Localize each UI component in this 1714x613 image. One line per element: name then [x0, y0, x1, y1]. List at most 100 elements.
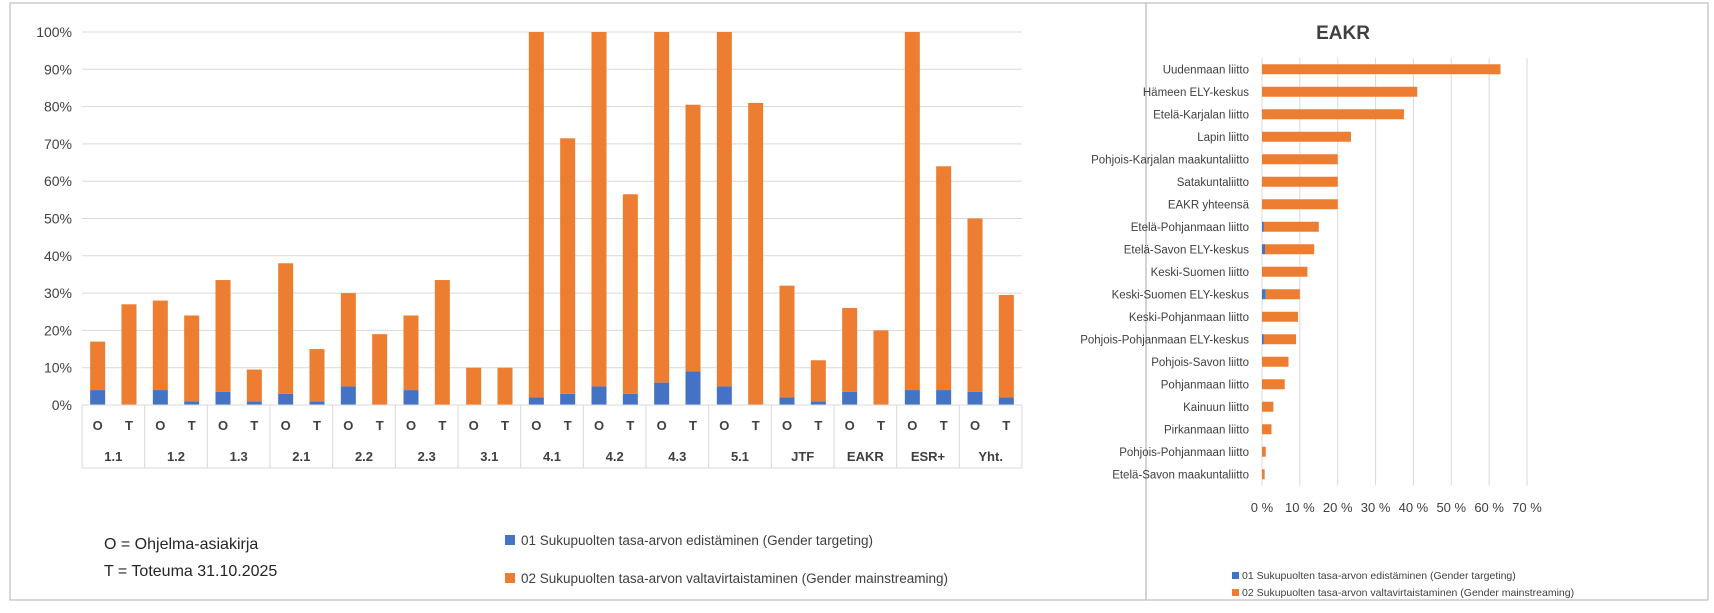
left-bar-mainstreaming — [434, 280, 450, 405]
left-bar-targeting — [904, 390, 920, 405]
right-bar-mainstreaming — [1262, 401, 1274, 412]
right-bar-mainstreaming — [1262, 356, 1289, 367]
right-bar-targeting — [1262, 221, 1264, 232]
left-bar-mainstreaming — [591, 32, 607, 387]
left-bar-mainstreaming — [90, 341, 106, 391]
left-sub-label: O — [970, 418, 980, 433]
left-bars — [90, 32, 1014, 406]
left-gridlines — [82, 31, 1022, 369]
left-bar-mainstreaming — [372, 334, 388, 405]
left-group-label: 1.1 — [104, 449, 122, 464]
left-group-label: 2.3 — [418, 449, 436, 464]
left-bar-mainstreaming — [779, 285, 795, 398]
left-x-axis: 1.1 O T 1.2 O T 1.3 O T 2.1 O T 2.2 O T 2.3 O T 3.1 O T 4.1 O T… — [81, 404, 1023, 469]
right-x-tick-label: 40 % — [1399, 500, 1429, 515]
left-bar-targeting — [998, 397, 1014, 405]
left-bar-mainstreaming — [497, 367, 513, 405]
left-bar-mainstreaming — [560, 138, 576, 394]
left-bar-mainstreaming — [278, 263, 294, 394]
left-bar-mainstreaming — [184, 315, 200, 402]
left-sub-label: T — [313, 418, 321, 433]
left-bar-targeting — [184, 401, 200, 405]
right-bar-targeting — [1262, 334, 1264, 345]
right-x-tick-label: 30 % — [1361, 500, 1391, 515]
left-bar-targeting — [403, 390, 419, 405]
right-category-label: Lapin liitto — [1197, 132, 1249, 144]
left-legend-label-targeting: 01 Sukupuolten tasa-arvon edistäminen (G… — [521, 533, 873, 548]
right-legend-swatch-targeting — [1232, 572, 1239, 579]
right-category-label: Kainuun liitto — [1183, 402, 1249, 414]
right-category-label: Pohjois-Pohjanmaan ELY-keskus — [1080, 334, 1249, 346]
left-sub-label: O — [406, 418, 416, 433]
left-bar-targeting — [309, 401, 325, 405]
right-bar-mainstreaming — [1262, 266, 1308, 277]
right-panel-border — [1145, 2, 1709, 601]
left-sub-label: O — [93, 418, 103, 433]
left-bar-mainstreaming — [810, 360, 826, 402]
right-bar-mainstreaming — [1262, 109, 1404, 120]
right-x-tick-label: 20 % — [1323, 500, 1353, 515]
left-sub-label: T — [752, 418, 760, 433]
right-bar-mainstreaming — [1265, 244, 1315, 255]
left-bar-targeting — [90, 390, 106, 405]
left-sub-label: O — [845, 418, 855, 433]
left-sub-label: O — [155, 418, 165, 433]
right-gridlines — [1261, 58, 1528, 486]
right-chart-title: EAKR — [1316, 23, 1370, 44]
left-sub-label: O — [531, 418, 541, 433]
right-category-label: Pohjois-Karjalan maakuntaliitto — [1091, 154, 1249, 166]
left-y-tick-labels: 0% 10% 20% 30% 40% 50% 60% 70% 80% 90% 100% — [36, 24, 72, 413]
right-bar-mainstreaming — [1262, 379, 1285, 390]
left-group-label: 2.2 — [355, 449, 373, 464]
left-sub-label: O — [281, 418, 291, 433]
left-bar-targeting — [528, 397, 544, 405]
right-category-label: Uudenmaan liitto — [1163, 64, 1249, 76]
left-bar-targeting — [278, 393, 294, 405]
left-bar-targeting — [779, 397, 795, 405]
left-y-tick-label: 50% — [44, 211, 72, 227]
left-sub-label: T — [626, 418, 634, 433]
left-sub-label: T — [940, 418, 948, 433]
left-bar-mainstreaming — [528, 32, 544, 398]
left-bar-targeting — [622, 393, 638, 405]
left-bar-targeting — [716, 386, 732, 405]
right-bar-mainstreaming — [1263, 221, 1319, 232]
left-bar-mainstreaming — [998, 294, 1014, 398]
left-sub-label: T — [438, 418, 446, 433]
right-bar-mainstreaming — [1262, 64, 1501, 75]
right-legend-label-mainstreaming: 02 Sukupuolten tasa-arvon valtavirtaista… — [1242, 587, 1574, 599]
left-bar-mainstreaming — [936, 166, 952, 391]
left-bar-targeting — [654, 382, 670, 405]
left-bar-mainstreaming — [215, 280, 231, 392]
right-bar-mainstreaming — [1262, 131, 1351, 142]
right-category-label: Hämeen ELY-keskus — [1143, 87, 1249, 99]
left-group-label: 1.3 — [230, 449, 248, 464]
right-bar-mainstreaming — [1262, 424, 1272, 435]
left-y-tick-label: 100% — [36, 24, 72, 40]
left-group-label: 4.3 — [668, 449, 686, 464]
right-category-label: Etelä-Pohjanmaan liitto — [1131, 222, 1249, 234]
left-sub-label: T — [564, 418, 572, 433]
left-sub-label: O — [218, 418, 228, 433]
left-bar-mainstreaming — [654, 32, 670, 383]
left-sub-label: T — [877, 418, 885, 433]
left-sub-label: T — [125, 418, 133, 433]
left-group-label: Yht. — [978, 449, 1003, 464]
right-x-tick-label: 0 % — [1251, 500, 1274, 515]
right-bar-mainstreaming — [1262, 446, 1266, 457]
left-y-tick-label: 40% — [44, 248, 72, 264]
left-sub-label: T — [188, 418, 196, 433]
right-legend: 01 Sukupuolten tasa-arvon edistäminen (G… — [1232, 570, 1574, 599]
right-bar-targeting — [1262, 244, 1266, 255]
right-x-tick-labels: 0 % 10 % 20 % 30 % 40 % 50 % 60 % 70 % — [1251, 500, 1542, 515]
right-x-tick-label: 50 % — [1436, 500, 1466, 515]
left-y-tick-label: 80% — [44, 99, 72, 115]
left-bar-targeting — [810, 401, 826, 405]
right-bar-mainstreaming — [1262, 86, 1418, 97]
left-sub-label: O — [782, 418, 792, 433]
right-category-label: Pohjanmaan liitto — [1161, 379, 1249, 391]
left-bar-mainstreaming — [309, 349, 325, 402]
left-group-label: 3.1 — [480, 449, 498, 464]
left-group-label: ESR+ — [911, 449, 946, 464]
